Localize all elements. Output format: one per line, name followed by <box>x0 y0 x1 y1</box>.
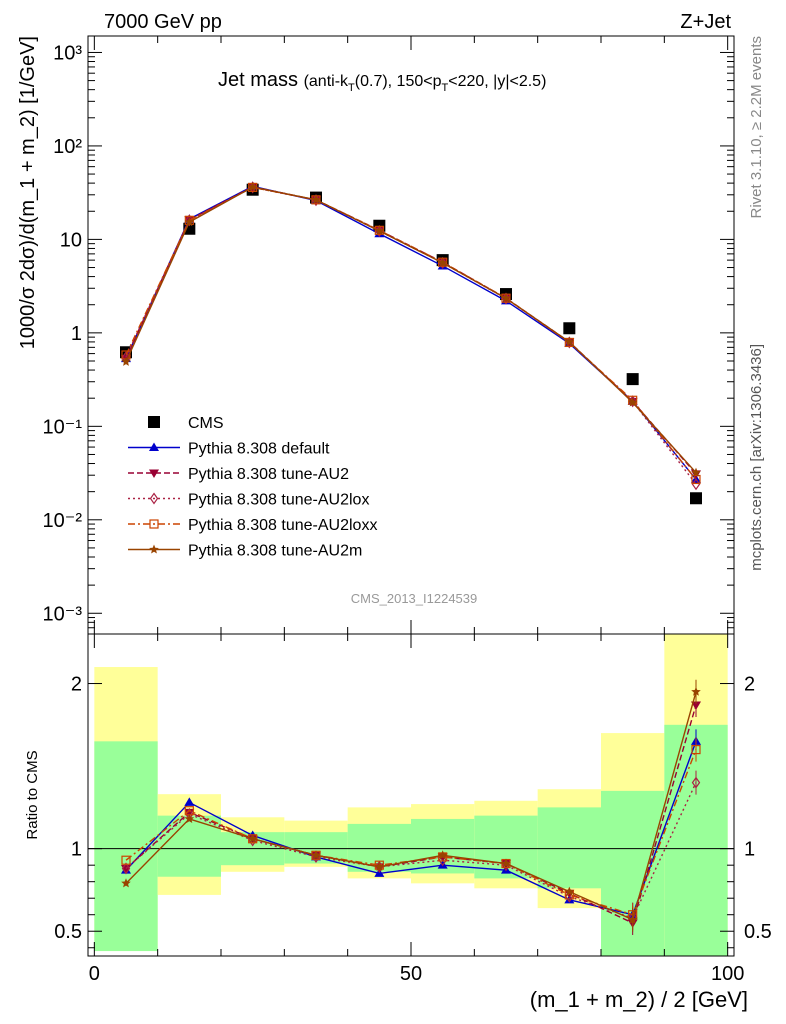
y-tick-label: 10³ <box>53 42 82 64</box>
series-line <box>125 185 697 480</box>
ratio-y-tick-label: 1 <box>71 839 82 861</box>
y-tick-label: 10⁻¹ <box>43 416 83 438</box>
ratio-y-tick-label: 2 <box>71 674 82 696</box>
x-tick-label: 0 <box>89 963 100 985</box>
stat-band <box>537 807 601 889</box>
marker-star <box>149 544 159 554</box>
ratio-series-line <box>125 741 697 916</box>
legend-label: CMS <box>188 415 224 432</box>
marker-star <box>627 397 638 407</box>
header-right: Z+Jet <box>680 11 731 33</box>
marker-diamond <box>121 862 131 875</box>
ratio-series-line <box>125 704 697 924</box>
marker-square-open <box>121 855 131 865</box>
marker-triangle-up <box>149 442 159 451</box>
marker-star <box>374 226 385 235</box>
ratio-series-line <box>125 691 697 921</box>
marker-triangle-up <box>184 797 195 806</box>
stat-band <box>664 724 728 956</box>
x-tick-label: 100 <box>711 963 744 985</box>
marker-square-open <box>149 519 159 529</box>
watermark: CMS_2013_I1224539 <box>351 591 478 606</box>
y-tick-label: 10⁻³ <box>43 603 83 625</box>
ratio-y-axis-label: Ratio to CMS <box>24 750 41 839</box>
y-tick-label: 1 <box>71 323 82 345</box>
plot-subtitle-part: (0.7), 150<p <box>355 73 442 90</box>
marker-star <box>374 861 385 871</box>
marker-diamond <box>149 492 159 505</box>
marker-star <box>311 194 321 204</box>
legend-label: Pythia 8.308 tune-AU2lox <box>188 492 369 509</box>
y-axis-label: 1000/σ 2dσ)/d(m_1 + m_2) [1/GeV] <box>17 36 39 349</box>
marker-star <box>247 833 258 843</box>
stat-band <box>157 815 221 877</box>
x-axis-label: (m_1 + m_2) / 2 [GeV] <box>530 987 748 1012</box>
marker-star <box>627 914 638 924</box>
source-info: mcplots.cern.ch [arXiv:1306.3436] <box>748 344 765 571</box>
marker-square-open <box>691 474 701 485</box>
marker-star <box>311 850 321 860</box>
marker-star <box>437 850 448 860</box>
marker-star <box>564 886 575 896</box>
plot-subtitle-part: T <box>442 82 449 94</box>
plot-title: Jet mass (anti-kT(0.7), 150<pT<220, |y|<… <box>218 69 546 94</box>
marker-square-open <box>691 744 701 755</box>
rivet-info: Rivet 3.1.10, ≥ 2.2M events <box>748 36 765 219</box>
series-line <box>125 186 697 480</box>
marker-diamond <box>691 478 701 491</box>
main-frame <box>87 35 735 635</box>
marker-star <box>121 356 131 366</box>
y-tick-label: 10² <box>53 136 82 158</box>
ratio-y-tick-label-right: 1 <box>744 839 755 861</box>
marker-triangle-down <box>184 808 195 818</box>
marker-square-open <box>374 860 384 870</box>
y-tick-label: 10 <box>60 229 82 251</box>
marker-diamond <box>691 776 701 789</box>
marker-square <box>626 373 639 386</box>
plot-subtitle-part: T <box>348 82 355 94</box>
marker-star <box>247 182 258 192</box>
marker-star <box>121 878 131 888</box>
marker-square <box>690 492 702 505</box>
marker-square <box>563 322 576 335</box>
marker-star <box>691 686 701 696</box>
y-tick-label: 10⁻² <box>43 510 83 532</box>
legend-label: Pythia 8.308 tune-AU2m <box>188 543 362 560</box>
marker-triangle-down <box>691 701 701 711</box>
marker-star <box>691 467 701 477</box>
marker-triangle-down <box>149 469 159 478</box>
legend-label: Pythia 8.308 default <box>188 441 330 458</box>
legend-label: Pythia 8.308 tune-AU2 <box>188 466 349 483</box>
legend-label: Pythia 8.308 tune-AU2loxx <box>188 517 377 534</box>
ratio-y-tick-label-right: 2 <box>744 674 755 696</box>
marker-star <box>501 858 511 868</box>
header-left: 7000 GeV pp <box>104 11 222 33</box>
marker-star <box>564 336 575 346</box>
marker-star <box>184 813 195 823</box>
stat-band <box>94 741 158 952</box>
series-line <box>125 186 697 474</box>
marker-star <box>501 293 511 303</box>
marker-star <box>184 217 195 227</box>
marker-square <box>148 416 160 428</box>
marker-star <box>437 257 448 267</box>
ratio-y-tick-label-right: 0.5 <box>744 921 772 943</box>
plot-subtitle-part: <220, |y|<2.5) <box>448 73 546 90</box>
x-tick-label: 50 <box>400 963 422 985</box>
ratio-y-tick-label: 0.5 <box>54 921 82 943</box>
plot-subtitle: (anti-k <box>304 73 349 90</box>
